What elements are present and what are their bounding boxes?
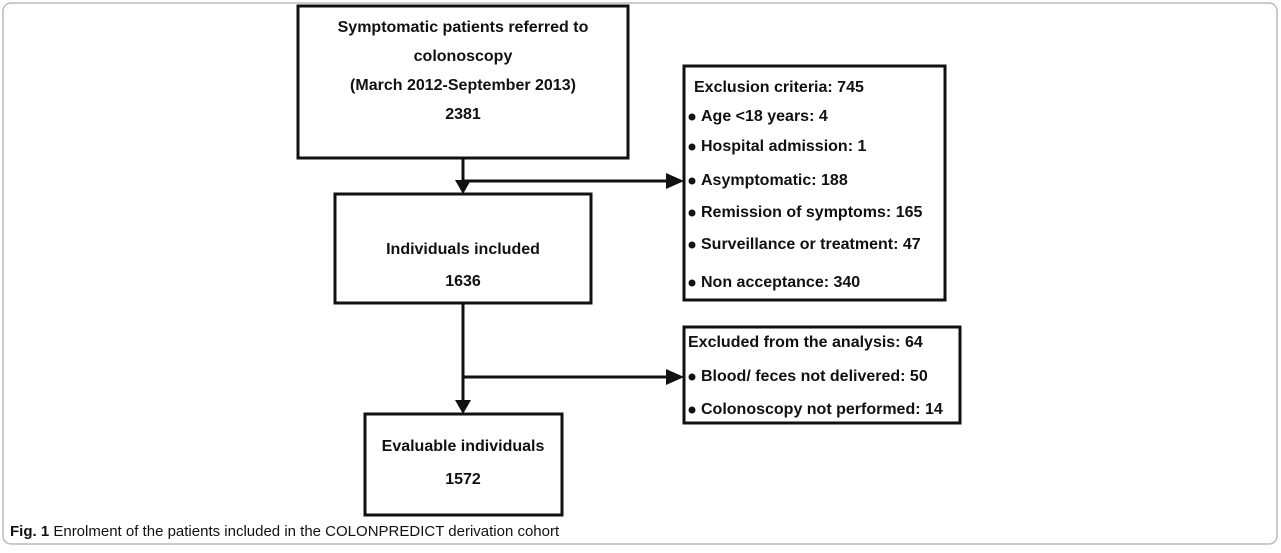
exclusion-item: Asymptomatic: 188 bbox=[701, 172, 848, 189]
exclusion-title: Exclusion criteria: 745 bbox=[694, 79, 864, 96]
caption-label: Fig. 1 bbox=[10, 523, 49, 540]
node-text: (March 2012-September 2013) bbox=[350, 77, 576, 94]
bullet bbox=[688, 209, 696, 217]
exclusion-item: Blood/ feces not delivered: 50 bbox=[701, 368, 928, 385]
exclusion-item: Surveillance or treatment: 47 bbox=[701, 236, 921, 253]
box bbox=[296, 4, 630, 160]
node-text: 2381 bbox=[445, 106, 481, 123]
bullet bbox=[688, 177, 696, 185]
node-text: 1572 bbox=[445, 471, 481, 488]
bullet bbox=[688, 373, 696, 381]
exclusion-item: Age <18 years: 4 bbox=[701, 108, 828, 125]
node-text: 1636 bbox=[445, 273, 481, 290]
exclusion-item: Remission of symptoms: 165 bbox=[701, 204, 923, 221]
exclusion-item: Non acceptance: 340 bbox=[701, 274, 860, 291]
figure-border bbox=[2, 2, 1278, 545]
caption: Fig. 1 Enrolment of the patients include… bbox=[10, 523, 560, 540]
box bbox=[333, 192, 593, 305]
box bbox=[363, 412, 564, 517]
bullet bbox=[688, 241, 696, 249]
exclusion-item: Colonoscopy not performed: 14 bbox=[701, 401, 943, 418]
node-text: Symptomatic patients referred to bbox=[338, 19, 589, 36]
bullet bbox=[688, 113, 696, 121]
caption-text: Enrolment of the patients included in th… bbox=[53, 523, 560, 540]
box bbox=[682, 325, 962, 425]
node-text: Individuals included bbox=[386, 241, 540, 258]
exclusion-title: Excluded from the analysis: 64 bbox=[688, 334, 923, 351]
box bbox=[682, 64, 947, 302]
exclusion-list: Blood/ feces not delivered: 50 Colonoscop… bbox=[688, 368, 943, 418]
node-text: Evaluable individuals bbox=[382, 438, 545, 455]
node-text: colonoscopy bbox=[414, 48, 513, 65]
bullet bbox=[688, 143, 696, 151]
exclusion-list: Age <18 years: 4 Hospital admission: 1 Asy… bbox=[688, 108, 923, 291]
arrows bbox=[455, 158, 684, 414]
bullet bbox=[688, 279, 696, 287]
bullet bbox=[688, 406, 696, 414]
exclusion-item: Hospital admission: 1 bbox=[701, 138, 866, 155]
